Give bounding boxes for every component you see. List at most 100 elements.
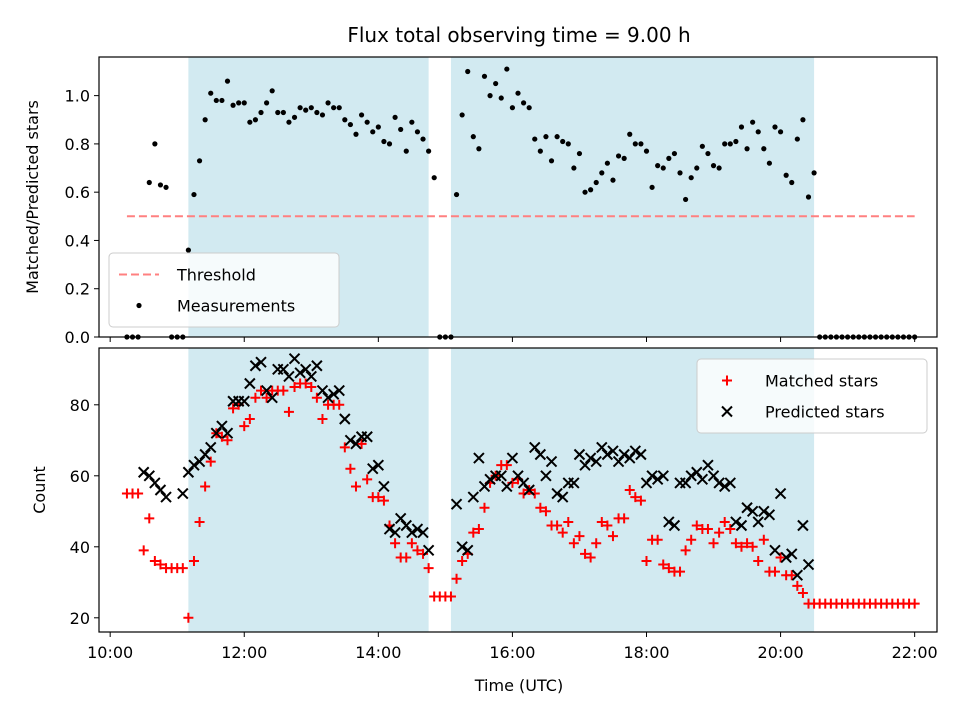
matched-star-point <box>356 438 367 449</box>
measurement-point <box>772 124 778 130</box>
measurement-point <box>370 129 376 135</box>
predicted-star-point <box>529 441 541 454</box>
predicted-star-point <box>551 487 563 500</box>
measurement-point <box>264 100 270 106</box>
matched-star-point <box>652 534 663 545</box>
predicted-star-point <box>685 470 697 482</box>
predicted-star-point <box>216 420 228 432</box>
predicted-star-point <box>378 480 390 493</box>
matched-star-point <box>663 563 674 574</box>
measurement-point <box>604 160 610 166</box>
predicted-star-point <box>618 448 630 461</box>
measurement-point <box>777 129 784 135</box>
predicted-star-point <box>238 395 250 407</box>
predicted-star-point <box>372 459 385 471</box>
predicted-star-point <box>601 448 614 461</box>
bottom-legend: Matched stars Predicted stars <box>696 358 928 434</box>
matched-star-point <box>250 392 261 403</box>
measurement-point <box>710 163 717 169</box>
measurement-point <box>733 138 739 145</box>
matched-star-point <box>675 566 686 577</box>
matched-star-point <box>423 563 434 574</box>
predicted-star-point <box>394 512 407 525</box>
measurement-point <box>722 141 728 147</box>
measurement-point <box>409 119 415 125</box>
predicted-star-point <box>707 470 720 482</box>
matched-star-point <box>686 534 697 545</box>
measurement-point <box>688 175 694 181</box>
matched-star-point <box>390 538 401 549</box>
measurement-point <box>615 153 622 159</box>
legend-swatch-predicted <box>721 405 733 418</box>
predicted-star-point <box>473 452 485 464</box>
predicted-star-point <box>786 548 798 560</box>
measurement-point <box>241 100 247 106</box>
bottom-legend-box <box>696 358 928 434</box>
measurement-point <box>291 114 298 120</box>
matched-star-point <box>345 463 356 474</box>
bottom-observing-window <box>188 348 429 632</box>
x-tick-label: 12:00 <box>221 643 267 662</box>
measurement-point <box>588 187 594 193</box>
measurement-point <box>236 100 242 106</box>
measurement-point <box>805 194 812 200</box>
top-y-tick-label: 0.0 <box>65 328 90 347</box>
measurement-point <box>358 112 365 118</box>
predicted-star-point <box>679 477 692 489</box>
predicted-star-point <box>344 434 357 447</box>
measurement-point <box>582 189 588 195</box>
measurement-point <box>459 112 465 118</box>
measurement-point <box>783 172 789 178</box>
measurement-point <box>403 148 409 154</box>
measurement-point <box>655 163 661 169</box>
predicted-star-point <box>305 370 318 383</box>
predicted-star-point <box>299 363 312 376</box>
predicted-star-point <box>596 441 608 454</box>
matched-star-point <box>725 524 736 535</box>
matched-star-point <box>283 406 294 417</box>
predicted-star-point <box>188 459 200 471</box>
matched-star-point <box>557 527 568 538</box>
matched-star-point <box>200 481 211 492</box>
measurement-point <box>498 95 504 101</box>
measurement-point <box>331 105 337 111</box>
matched-star-point <box>256 385 267 396</box>
predicted-star-point <box>523 484 535 496</box>
measurement-point <box>610 177 616 183</box>
matched-star-point <box>350 481 361 492</box>
predicted-star-point <box>294 367 306 379</box>
measurement-point <box>766 160 773 166</box>
measurement-point <box>398 126 404 133</box>
legend-label: Threshold <box>176 266 256 285</box>
predicted-star-point <box>540 470 552 482</box>
matched-star-point <box>658 559 669 570</box>
predicted-star-point <box>193 455 206 468</box>
matched-star-point <box>574 531 585 542</box>
measurement-point <box>269 88 275 94</box>
matched-star-point <box>753 556 764 566</box>
measurement-point <box>375 124 381 130</box>
measurement-point <box>493 80 499 87</box>
measurement-point <box>364 119 370 125</box>
x-axis-label: Time (UTC) <box>474 676 563 695</box>
matched-star-point <box>183 612 194 623</box>
matched-star-point <box>479 502 490 513</box>
measurement-point <box>509 105 516 111</box>
measurement-point <box>224 78 231 84</box>
measurement-point <box>481 73 488 79</box>
predicted-star-point <box>462 544 474 557</box>
predicted-star-point <box>456 541 468 553</box>
measurement-point <box>213 97 219 104</box>
measurement-point <box>576 150 583 157</box>
predicted-star-point <box>696 473 709 486</box>
matched-star-point <box>797 587 808 598</box>
matched-star-point <box>457 556 468 566</box>
top-legend-box <box>108 252 340 328</box>
predicted-star-point <box>137 466 150 478</box>
measurement-point <box>325 100 331 106</box>
chart-title: Flux total observing time = 9.00 h <box>347 23 690 47</box>
matched-star-point <box>742 538 753 549</box>
predicted-star-point <box>590 455 602 468</box>
predicted-star-point <box>277 363 290 376</box>
top-y-tick-label: 1.0 <box>65 87 90 106</box>
